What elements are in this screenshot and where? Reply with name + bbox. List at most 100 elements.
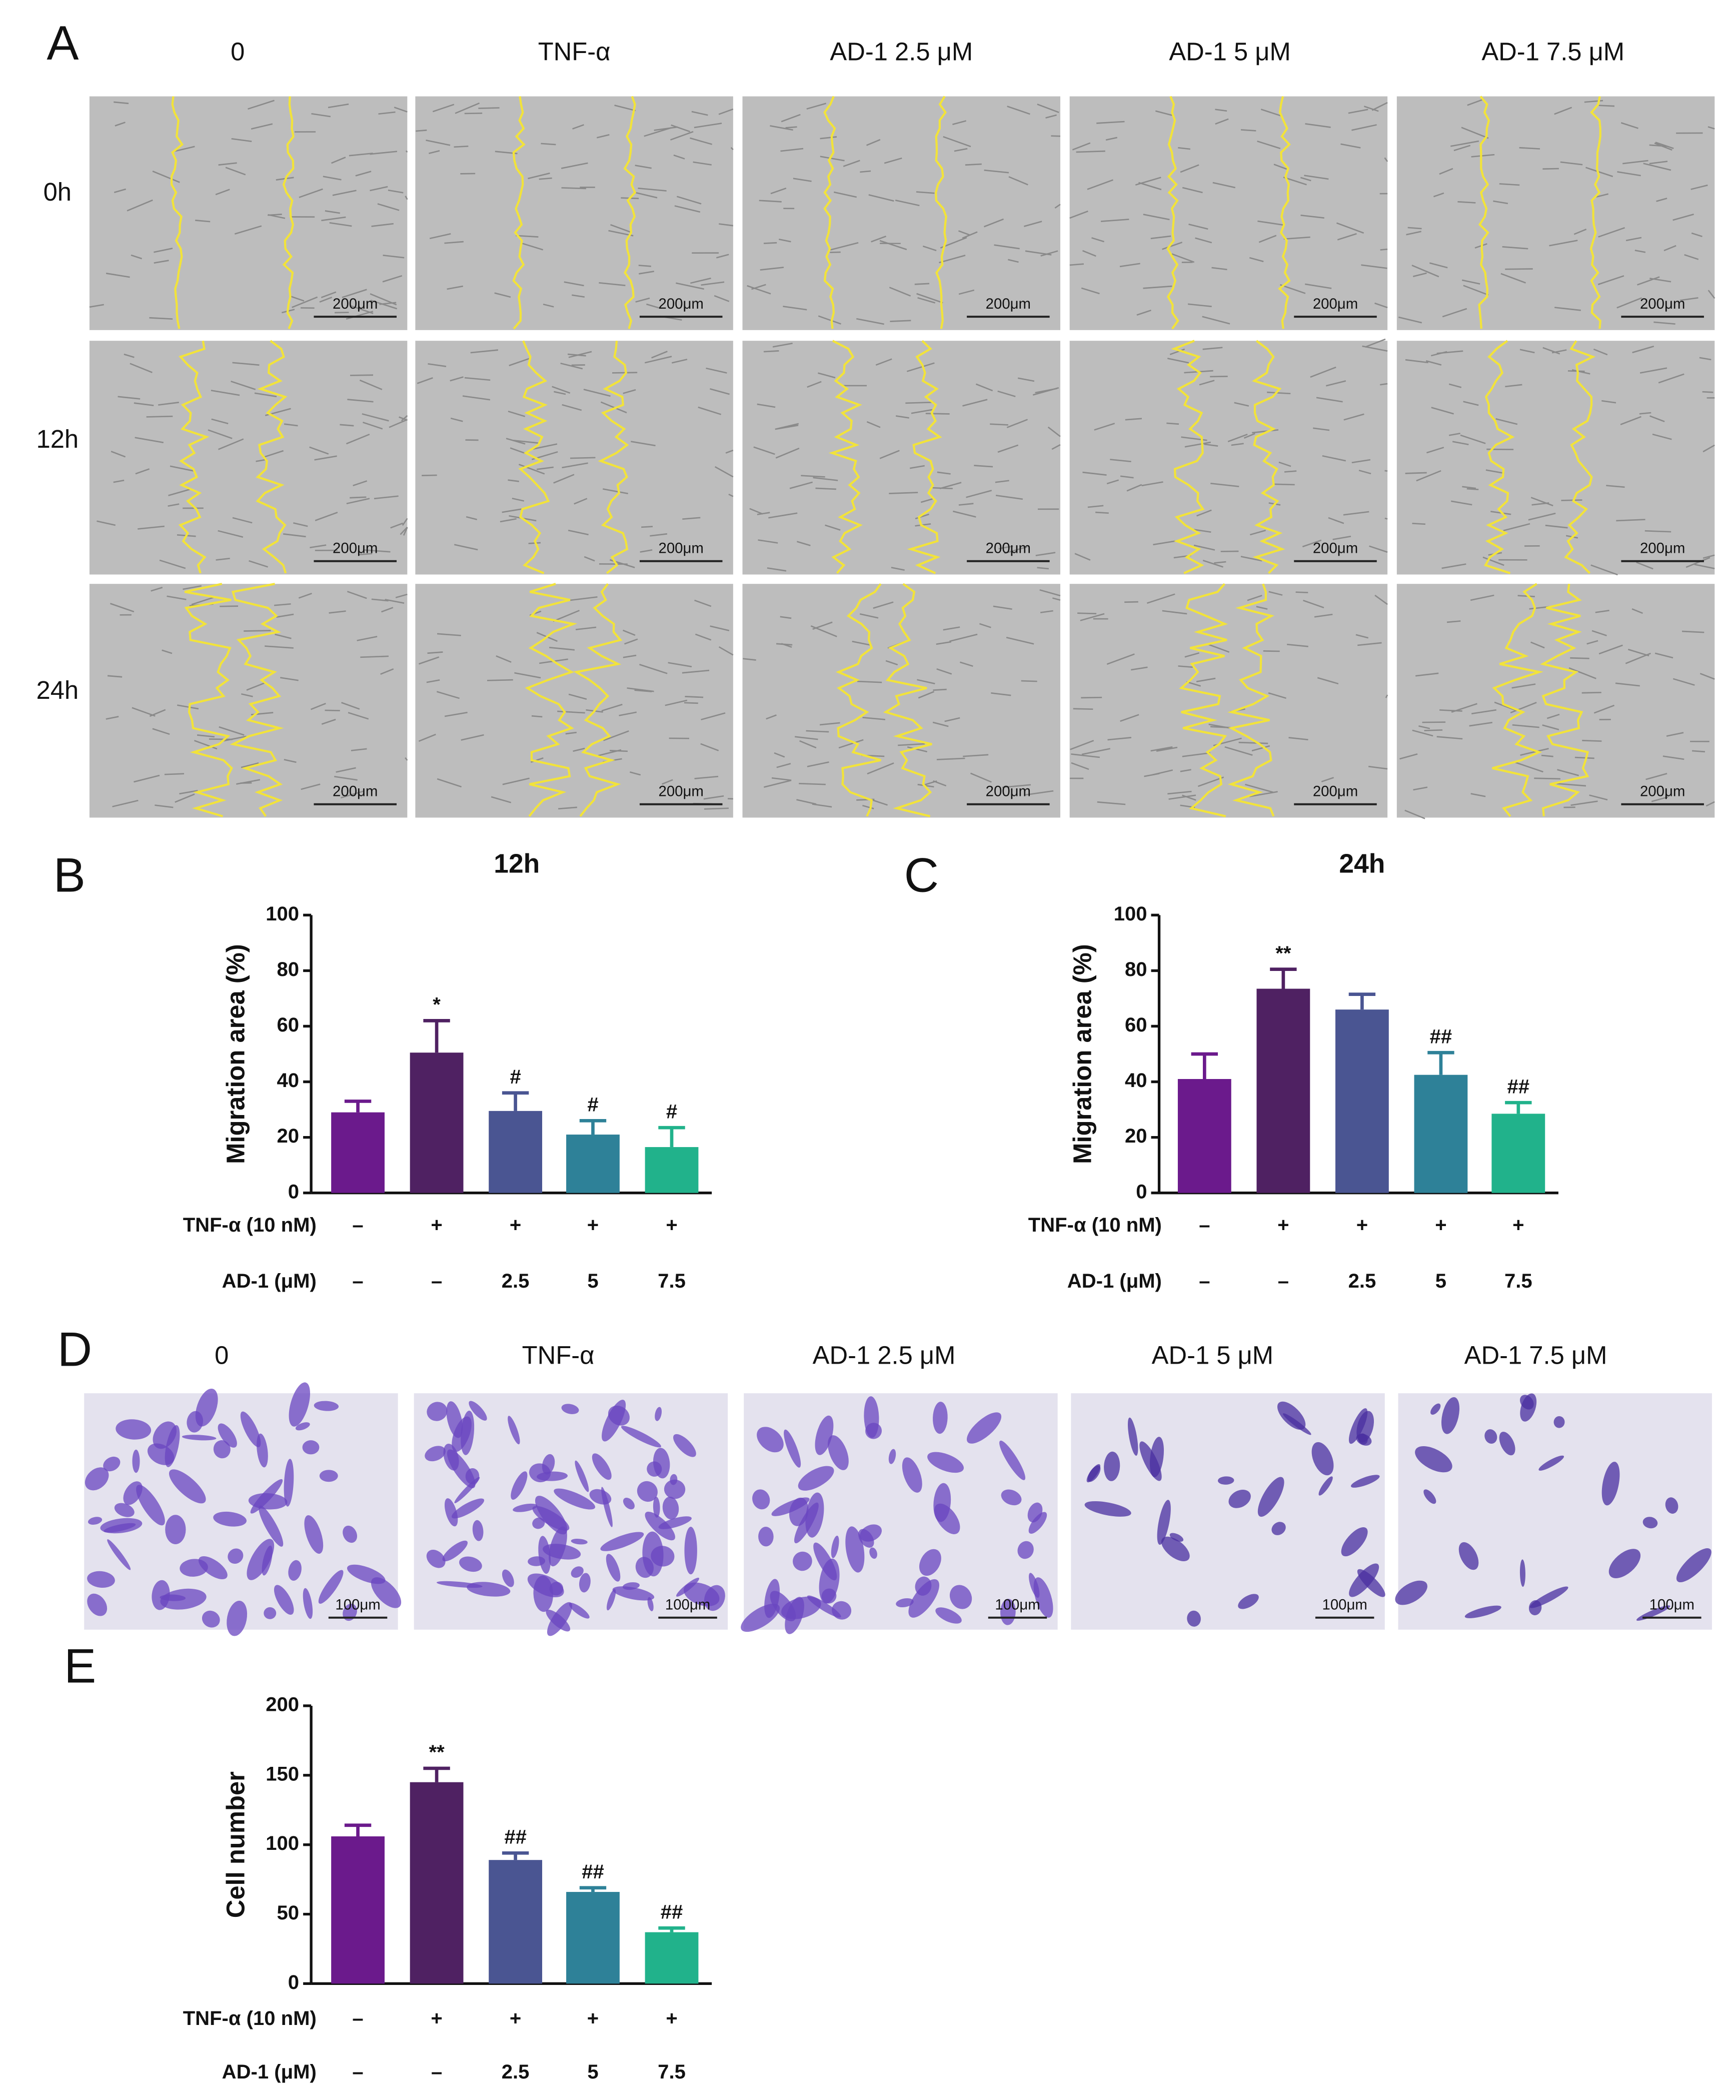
stained-cell [228, 1548, 244, 1564]
cell [315, 512, 338, 521]
cell [1351, 459, 1371, 464]
cell [630, 771, 641, 776]
cell [1082, 250, 1096, 257]
cell [1436, 350, 1463, 354]
cell [890, 320, 911, 322]
cell [1283, 236, 1310, 240]
cell [158, 402, 179, 406]
cell [1120, 714, 1139, 722]
significance: ## [661, 1901, 683, 1923]
condition-label: 7.5 [658, 2061, 686, 2083]
stained-cell [908, 1579, 939, 1618]
cell [232, 362, 260, 366]
cell [383, 254, 405, 259]
stained-cell [198, 1556, 228, 1579]
cell [135, 468, 150, 475]
cell [690, 277, 711, 284]
cell [319, 296, 333, 303]
column-label: TNF-α [538, 38, 611, 66]
cell [1681, 630, 1704, 633]
cell [170, 465, 195, 472]
condition-label: + [431, 1214, 442, 1236]
micrograph: 200μm [1396, 583, 1715, 819]
stained-cell [169, 1469, 206, 1504]
stained-cell [828, 1435, 849, 1470]
cell [1210, 726, 1231, 728]
cell [1685, 557, 1710, 568]
cell [572, 294, 585, 298]
panel-letter: C [904, 849, 939, 902]
cell [310, 544, 327, 548]
cell [1008, 259, 1019, 263]
cell [1471, 154, 1495, 158]
cell [455, 102, 480, 114]
cell [1554, 107, 1572, 115]
cell [1097, 801, 1126, 805]
cell [554, 391, 566, 395]
cell [1528, 512, 1556, 521]
cell [1625, 237, 1642, 242]
cell [1425, 360, 1442, 366]
cell [1653, 321, 1675, 325]
stained-cell [302, 1440, 320, 1455]
cell [622, 629, 636, 636]
cell [370, 186, 388, 192]
scale-bar-label: 200μm [333, 783, 378, 799]
cell [1184, 652, 1200, 658]
stained-cell [896, 1598, 914, 1608]
cell [753, 446, 775, 455]
scale-bar-label: 100μm [1322, 1596, 1367, 1613]
stained-cell [927, 1452, 964, 1473]
cell [1461, 127, 1489, 139]
cell [1452, 441, 1469, 445]
cell [447, 285, 464, 290]
chart-title: 24h [1339, 849, 1385, 879]
column-label: AD-1 7.5 μM [1464, 1341, 1607, 1370]
cell [676, 196, 702, 205]
cell [549, 647, 575, 651]
cell [1210, 376, 1228, 378]
stained-cell [461, 1410, 475, 1455]
cell [1249, 791, 1278, 797]
wound-edge [184, 583, 233, 817]
cell [668, 662, 692, 667]
cell [640, 549, 653, 553]
cell [932, 721, 949, 727]
stained-cell [999, 1440, 1026, 1480]
cell [690, 137, 713, 145]
image-bg [742, 96, 1060, 330]
cell [693, 161, 712, 166]
cell [1658, 373, 1684, 384]
cell [1182, 794, 1196, 801]
wound-edge [1278, 96, 1291, 329]
cell [1006, 637, 1034, 645]
stained-cell [684, 1527, 697, 1575]
cell [1188, 224, 1208, 230]
cell [1446, 620, 1461, 623]
cell [885, 660, 898, 666]
cell [1634, 250, 1646, 253]
cell [843, 160, 860, 167]
stained-cell [542, 1454, 555, 1475]
cell [496, 655, 512, 663]
micrograph: 200μm [1396, 96, 1715, 330]
scale-bar-label: 200μm [1313, 540, 1358, 557]
cell [916, 293, 943, 304]
condition-label: + [666, 2007, 677, 2029]
cell [747, 285, 771, 295]
cell [1234, 402, 1249, 407]
cell [1106, 653, 1135, 665]
cell [276, 613, 294, 618]
cell [246, 682, 265, 691]
cell [1180, 769, 1191, 772]
cell [215, 189, 230, 196]
cell [1245, 783, 1274, 793]
cell [1017, 377, 1035, 382]
cell [1070, 740, 1094, 750]
y-tick-label: 0 [288, 1181, 299, 1203]
cell [793, 178, 812, 182]
stained-cell [1084, 1501, 1131, 1517]
scale-bar-label: 200μm [333, 296, 378, 312]
cell [997, 390, 1016, 397]
cell [685, 696, 704, 698]
